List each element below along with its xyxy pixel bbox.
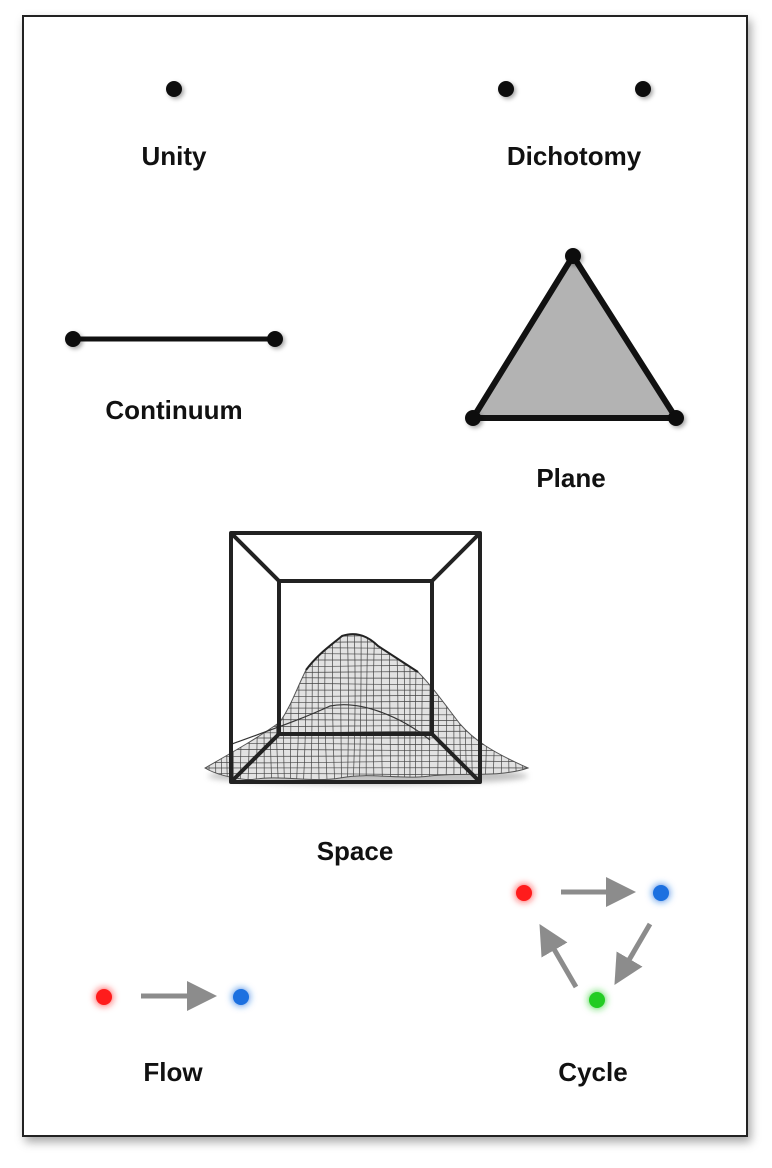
continuum-endpoint-left: [65, 331, 81, 347]
plane-vertex-top: [565, 248, 581, 264]
plane-vertex-left: [465, 410, 481, 426]
cycle-green-node: [589, 992, 605, 1008]
flow-target-node: [233, 989, 249, 1005]
label-dichotomy: Dichotomy: [506, 141, 642, 171]
label-plane: Plane: [536, 463, 606, 493]
label-continuum: Continuum: [105, 395, 243, 425]
diagram-sheet: [22, 15, 748, 1137]
plane-triangle: [470, 253, 679, 421]
cycle-blue-node: [653, 885, 669, 901]
flow-source-node: [96, 989, 112, 1005]
label-cycle: Cycle: [558, 1057, 628, 1087]
cycle-arrow-green-to-red: [539, 924, 579, 989]
cycle-red-node: [516, 885, 532, 901]
unity-point: [166, 81, 182, 97]
plane-vertex-right: [668, 410, 684, 426]
label-space: Space: [316, 836, 394, 866]
cycle-arrow-blue-to-green: [614, 922, 653, 985]
continuum-endpoint-right: [267, 331, 283, 347]
label-flow: Flow: [143, 1057, 203, 1087]
label-unity: Unity: [141, 141, 207, 171]
dichotomy-point-left: [498, 81, 514, 97]
space-cube: [229, 531, 482, 784]
dichotomy-point-right: [635, 81, 651, 97]
